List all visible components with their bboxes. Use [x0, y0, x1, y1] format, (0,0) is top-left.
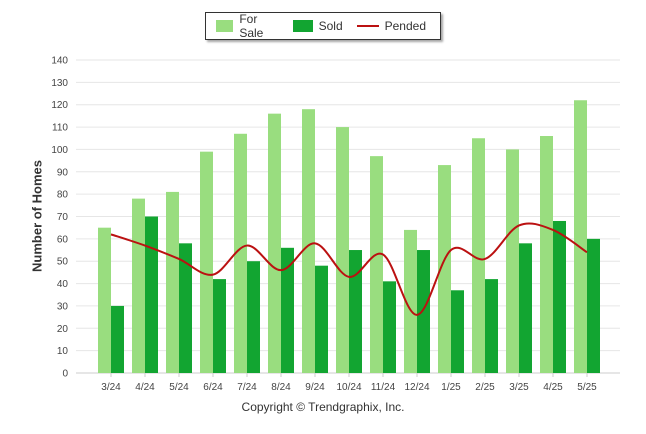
y-tick-label: 20 [57, 324, 69, 335]
y-tick-label: 10 [57, 346, 69, 357]
y-tick-label: 100 [51, 145, 68, 156]
x-tick-label: 8/24 [271, 382, 291, 393]
legend-label-sold: Sold [318, 19, 343, 33]
bar-for-sale[interactable] [506, 149, 519, 373]
y-tick-label: 0 [62, 369, 68, 380]
bar-sold[interactable] [213, 279, 226, 373]
bar-sold[interactable] [451, 290, 464, 373]
bar-sold[interactable] [145, 216, 158, 374]
legend-label-for-sale: For Sale [239, 12, 264, 40]
bar-sold[interactable] [315, 265, 328, 373]
bar-for-sale[interactable] [370, 156, 383, 373]
bar-for-sale[interactable] [200, 151, 213, 373]
y-tick-label: 80 [57, 190, 69, 201]
x-tick-label: 4/25 [543, 382, 563, 393]
x-axis-ticks: 3/24 4/24 5/24 6/24 7/24 8/24 9/24 10/24 11/24 12… [101, 373, 597, 393]
y-axis-ticks: 0 10 20 30 40 50 60 70 80 90 100 110 120 130 140 [51, 56, 68, 380]
y-tick-label: 110 [52, 123, 68, 134]
for-sale-swatch-icon [216, 20, 234, 32]
legend-label-pended: Pended [384, 19, 426, 33]
sold-swatch-icon [292, 20, 313, 32]
bar-sold[interactable] [247, 261, 260, 373]
legend: For Sale Sold Pended [205, 12, 441, 40]
bar-for-sale[interactable] [268, 113, 281, 374]
bar-for-sale[interactable] [98, 227, 111, 373]
y-tick-label: 140 [51, 56, 68, 67]
bar-for-sale[interactable] [234, 133, 247, 373]
bar-for-sale[interactable] [404, 229, 417, 373]
bar-series [98, 100, 600, 374]
bar-for-sale[interactable] [472, 138, 485, 373]
bar-sold[interactable] [519, 243, 532, 373]
x-tick-label: 6/24 [203, 382, 223, 393]
legend-item-sold[interactable]: Sold [292, 19, 343, 33]
legend-item-pended[interactable]: Pended [356, 19, 426, 33]
y-tick-label: 50 [57, 257, 69, 268]
bar-sold[interactable] [111, 305, 124, 373]
y-tick-label: 130 [51, 78, 68, 89]
y-tick-label: 70 [57, 212, 69, 223]
legend-item-for-sale[interactable]: For Sale [216, 12, 279, 40]
bar-for-sale[interactable] [166, 191, 179, 373]
bar-for-sale[interactable] [302, 109, 315, 373]
y-tick-label: 40 [57, 279, 69, 290]
x-tick-label: 4/24 [135, 382, 155, 393]
copyright-footer: Copyright © Trendgraphix, Inc. [241, 400, 405, 414]
x-tick-label: 10/24 [336, 382, 361, 393]
bar-for-sale[interactable] [438, 165, 451, 373]
y-tick-label: 30 [57, 301, 69, 312]
x-tick-label: 1/25 [441, 382, 461, 393]
x-tick-label: 3/25 [509, 382, 529, 393]
x-tick-label: 11/24 [371, 382, 396, 393]
x-tick-label: 2/25 [475, 382, 495, 393]
x-tick-label: 7/24 [237, 382, 257, 393]
y-tick-label: 60 [57, 234, 69, 245]
bar-sold[interactable] [553, 220, 566, 373]
x-tick-label: 9/24 [305, 382, 325, 393]
x-tick-label: 3/24 [101, 382, 121, 393]
pended-line[interactable] [110, 222, 588, 316]
bar-for-sale[interactable] [540, 136, 553, 373]
bar-for-sale[interactable] [132, 198, 145, 373]
bar-sold[interactable] [349, 250, 362, 373]
bar-sold[interactable] [179, 243, 192, 373]
bar-sold[interactable] [281, 247, 294, 373]
pended-line-icon [356, 25, 379, 27]
x-tick-label: 5/25 [577, 382, 597, 393]
pended-line-series [110, 222, 588, 316]
y-tick-label: 120 [51, 100, 68, 111]
y-axis-label: Number of Homes [29, 160, 45, 272]
x-tick-label: 12/24 [404, 382, 429, 393]
bar-sold[interactable] [417, 250, 430, 373]
bar-sold[interactable] [587, 238, 600, 373]
bar-for-sale[interactable] [574, 100, 587, 373]
bar-for-sale[interactable] [336, 127, 349, 373]
bar-sold[interactable] [485, 279, 498, 373]
y-tick-label: 90 [57, 167, 69, 178]
bar-sold[interactable] [383, 281, 396, 373]
x-tick-label: 5/24 [169, 382, 189, 393]
